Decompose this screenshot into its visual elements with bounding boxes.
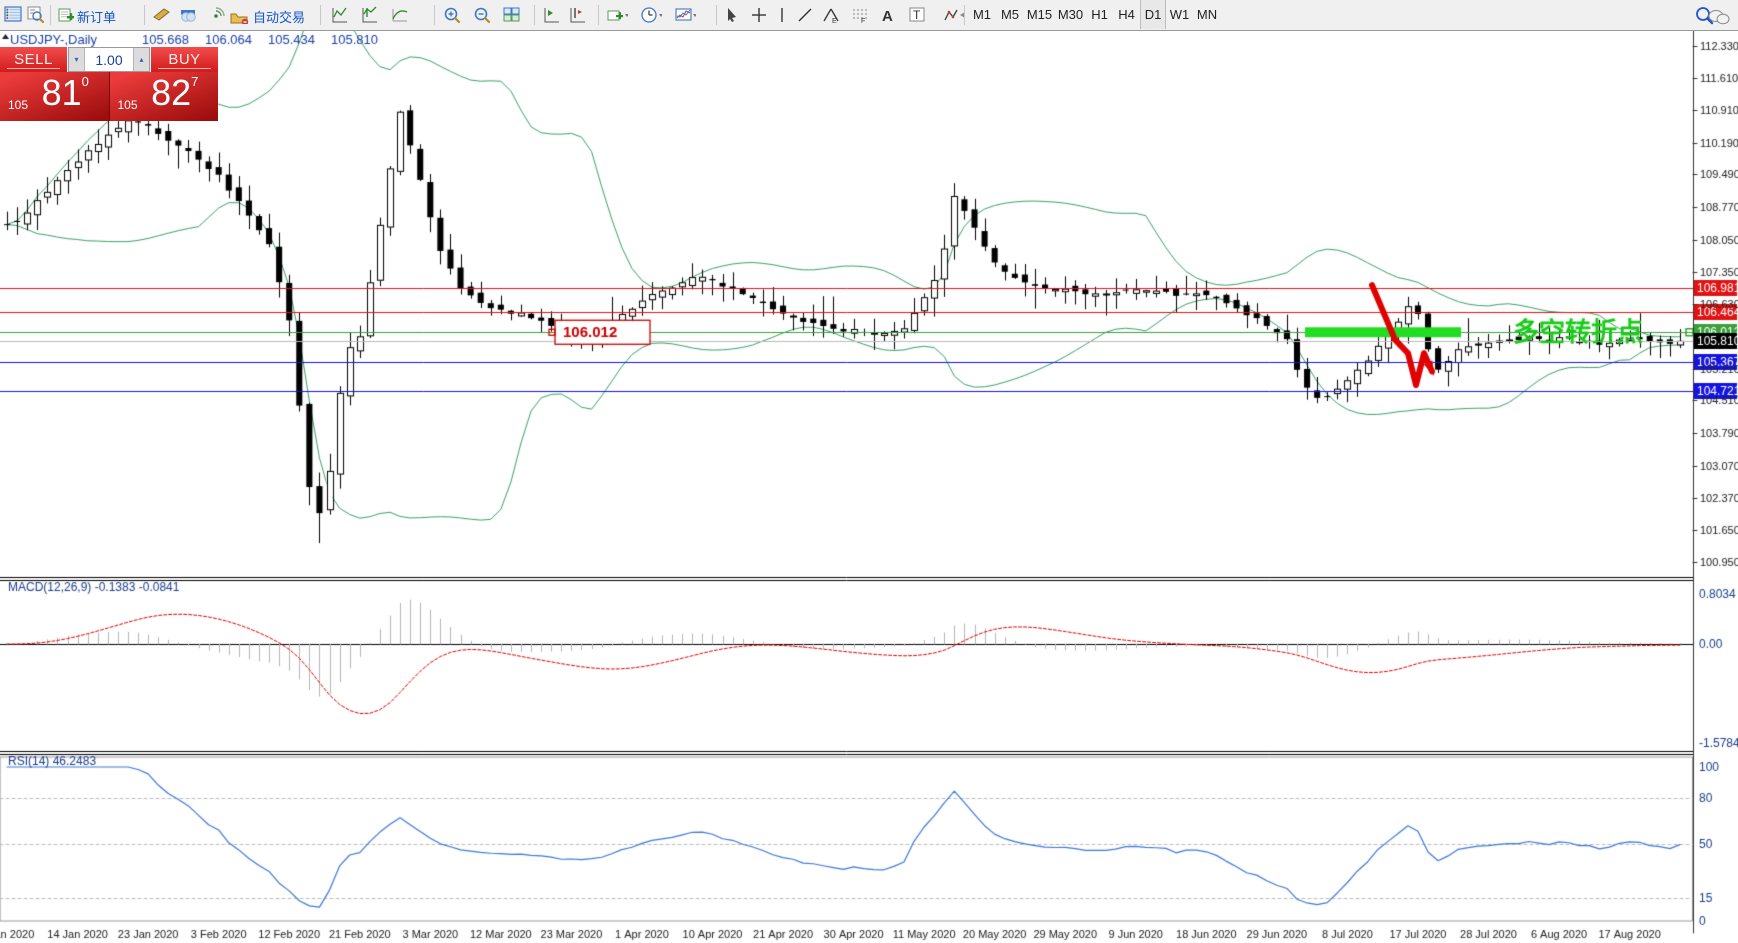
svg-text:E: E (832, 18, 837, 24)
svg-text:A: A (882, 8, 893, 24)
svg-text:T: T (913, 8, 921, 22)
svg-text:F: F (861, 18, 865, 24)
